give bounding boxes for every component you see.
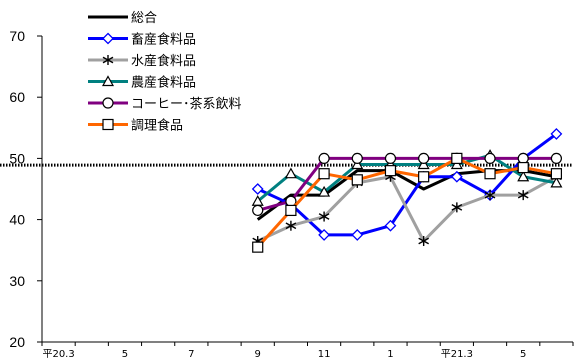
- y-tick-label: 60: [9, 89, 25, 105]
- asterisk-marker: [517, 190, 529, 201]
- asterisk-stroke: [484, 191, 496, 199]
- square-marker: [285, 204, 297, 217]
- asterisk-stroke: [285, 222, 297, 230]
- asterisk-stroke: [451, 203, 463, 211]
- square-marker: [351, 174, 363, 186]
- legend-label: コーヒー･茶系飲料: [131, 96, 242, 112]
- triangle-marker: [550, 176, 563, 188]
- asterisk-stroke: [102, 56, 114, 64]
- asterisk-marker: [285, 220, 297, 231]
- series-line: [256, 153, 557, 203]
- legend-item: 総合: [88, 11, 157, 26]
- x-tick-label: 5: [122, 349, 128, 360]
- legend-label: 水産食料品: [131, 53, 196, 69]
- square-marker: [451, 152, 463, 164]
- circle-marker: [351, 152, 363, 164]
- asterisk-stroke: [418, 237, 429, 245]
- diamond-marker: [318, 228, 331, 241]
- asterisk-stroke: [517, 191, 529, 199]
- series-line: [257, 156, 557, 212]
- diamond-marker: [251, 183, 264, 195]
- x-tick-label: 平21.3: [441, 349, 473, 360]
- series-2: [252, 171, 562, 247]
- circle-marker: [484, 152, 496, 164]
- circle-marker: [384, 152, 397, 164]
- circle-marker: [252, 204, 264, 217]
- square-marker: [517, 161, 529, 174]
- y-tick-label: 50: [9, 150, 25, 166]
- square-marker: [550, 168, 563, 180]
- x-tick-label: 7: [188, 349, 194, 360]
- diamond-marker: [450, 170, 463, 183]
- triangle-marker: [351, 158, 364, 170]
- series-5: [252, 152, 563, 253]
- y-tick-label: 70: [9, 28, 25, 44]
- asterisk-marker: [451, 202, 463, 213]
- square-marker: [484, 168, 496, 180]
- asterisk-marker: [318, 211, 330, 222]
- x-tick-label: 5: [520, 349, 526, 360]
- y-tick-label: 40: [9, 212, 25, 228]
- circle-marker: [550, 152, 563, 164]
- legend-item: 畜産食料品: [88, 32, 196, 48]
- legend-background: [84, 6, 284, 138]
- series-3: [251, 149, 563, 206]
- legend-label: 総合: [131, 11, 157, 26]
- x-tick-label: 1: [387, 349, 393, 360]
- triangle-marker: [101, 75, 115, 87]
- triangle-marker: [284, 167, 297, 179]
- x-tick-label: 9: [255, 349, 261, 360]
- x-tick-label: 11: [318, 349, 331, 360]
- series-line: [256, 156, 557, 249]
- diamond-marker: [102, 32, 114, 45]
- triangle-marker: [517, 170, 530, 182]
- triangle-marker: [417, 158, 430, 170]
- series-line: [257, 175, 558, 243]
- square-marker: [252, 241, 264, 253]
- circle-marker: [102, 97, 114, 109]
- diamond-marker: [550, 128, 563, 140]
- diamond-marker: [351, 228, 364, 241]
- circle-marker: [318, 152, 330, 164]
- square-marker: [318, 168, 330, 180]
- square-marker: [384, 165, 397, 177]
- triangle-marker: [450, 158, 463, 170]
- y-tick-label: 20: [9, 334, 25, 350]
- legend-item: 水産食料品: [88, 53, 196, 69]
- diamond-marker: [384, 219, 397, 232]
- asterisk-marker: [102, 55, 114, 65]
- series-group: [251, 128, 563, 253]
- legend-item: 調理食品: [88, 118, 183, 134]
- legend-label: 畜産食料品: [131, 32, 196, 48]
- legend-label: 調理食品: [131, 118, 183, 134]
- square-marker: [418, 171, 430, 183]
- square-marker: [102, 118, 114, 131]
- circle-marker: [517, 152, 529, 164]
- asterisk-marker: [418, 236, 429, 247]
- asterisk-stroke: [318, 213, 330, 220]
- asterisk-marker: [484, 190, 496, 201]
- x-tick-label: 平20.3: [42, 349, 74, 360]
- legend-label: 農産食料品: [131, 75, 196, 91]
- circle-marker: [418, 152, 430, 164]
- y-tick-label: 30: [9, 273, 25, 289]
- legend-item: 農産食料品: [88, 75, 196, 91]
- legend-item: コーヒー･茶系飲料: [88, 96, 242, 112]
- triangle-marker: [318, 185, 331, 197]
